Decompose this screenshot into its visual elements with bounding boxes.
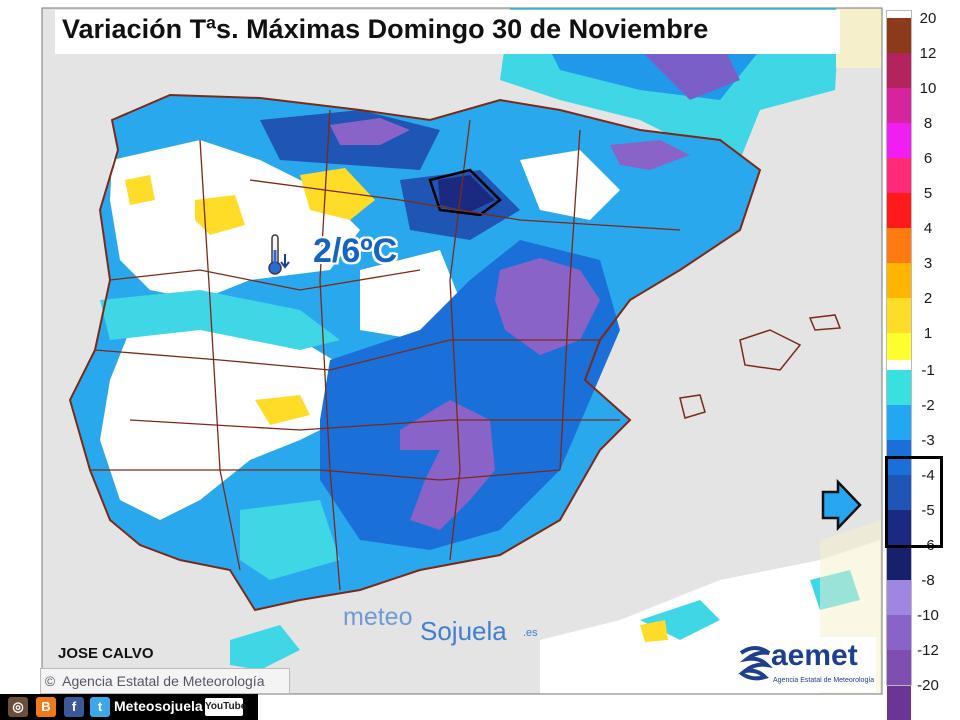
coastline xyxy=(68,93,762,612)
brand-part3: .es xyxy=(523,627,538,639)
legend-label-neg-4: -5 xyxy=(921,502,935,519)
legend-label-neg-2: -3 xyxy=(921,432,935,449)
legend-label-pos-4: 6 xyxy=(923,150,933,167)
twitter-icon[interactable]: t xyxy=(90,697,110,717)
page-title: Variación Tªs. Máximas Domingo 30 de Nov… xyxy=(62,14,709,44)
legend-label-neg-6: -8 xyxy=(921,572,935,589)
legend-label-neg-7: -10 xyxy=(917,607,939,624)
legend-swatch-neg-6 xyxy=(887,580,911,615)
purple-zone-south xyxy=(400,400,495,530)
legend-gap xyxy=(887,360,911,370)
purple-zone-east xyxy=(495,258,600,355)
legend-border xyxy=(886,10,912,686)
legend-label-neg-1: -2 xyxy=(921,397,935,414)
copyright-icon: © xyxy=(44,673,56,689)
legend-label-pos-1: 12 xyxy=(919,45,937,62)
legend-swatch-pos-2 xyxy=(887,88,911,123)
province-borders xyxy=(90,109,681,591)
brand-part1: meteo xyxy=(343,603,413,631)
legend-swatch-pos-4 xyxy=(887,158,911,193)
legend-swatch-pos-7 xyxy=(887,263,911,298)
legend-swatch-pos-5 xyxy=(887,193,911,228)
legend-swatch-neg-1 xyxy=(887,405,911,440)
legend-swatch-neg-5 xyxy=(887,545,911,580)
legend-label-pos-2: 10 xyxy=(919,80,937,97)
temperature-annotation: 2/6ºC xyxy=(313,232,398,270)
youtube-icon[interactable]: YouTube xyxy=(205,698,247,716)
legend-swatch-neg-4 xyxy=(887,510,911,545)
social-bar: ◎ B f t Meteosojuela YouTube xyxy=(0,694,258,720)
legend-highlight-box xyxy=(885,456,943,548)
legend-swatch-pos-6 xyxy=(887,228,911,263)
arrow-right-icon xyxy=(821,478,862,532)
title-background xyxy=(55,10,840,54)
youtube-label: YouTube xyxy=(205,701,247,712)
legend-swatch-neg-8 xyxy=(887,650,911,685)
legend-label-neg-8: -12 xyxy=(917,642,939,659)
aemet-logo: aemet Agencia Estatal de Meteorología xyxy=(733,637,876,692)
copyright-bar: © Agencia Estatal de Meteorología xyxy=(40,668,290,694)
legend-swatch-pos-8 xyxy=(887,298,911,333)
legend-label-neg-0: -1 xyxy=(921,362,935,379)
legend-swatch-neg-3 xyxy=(887,475,911,510)
social-name[interactable]: Meteosojuela xyxy=(114,698,203,714)
legend-swatch-pos-0 xyxy=(887,18,911,53)
legend-swatch-neg-7 xyxy=(887,615,911,650)
legend-label-pos-9: 1 xyxy=(923,325,933,342)
legend-swatch-pos-3 xyxy=(887,123,911,158)
meteosojuela-logo: meteo Sojuela .es xyxy=(343,603,538,646)
copyright-text: Agencia Estatal de Meteorología xyxy=(62,673,265,689)
legend-label-pos-0: 20 xyxy=(919,10,937,27)
legend-label-pos-7: 3 xyxy=(923,255,933,272)
legend-swatch-neg-0 xyxy=(887,370,911,405)
author-label: JOSE CALVO xyxy=(58,645,154,662)
blogger-icon[interactable]: B xyxy=(36,697,56,717)
aemet-swirl-icon xyxy=(737,646,773,681)
legend-label-pos-3: 8 xyxy=(923,115,933,132)
legend-swatch-neg-9 xyxy=(887,685,911,720)
legend-label-pos-5: 5 xyxy=(923,185,933,202)
aemet-subtitle: Agencia Estatal de Meteorología xyxy=(773,677,875,684)
legend-label-neg-9: -20 xyxy=(917,677,939,694)
legend-label-pos-8: 2 xyxy=(923,290,933,307)
legend-label-pos-6: 4 xyxy=(923,220,933,237)
aemet-name: aemet xyxy=(771,639,858,672)
thermometer-icon xyxy=(268,234,290,275)
legend-swatch-pos-1 xyxy=(887,53,911,88)
brand-part2: Sojuela xyxy=(420,616,507,646)
legend-label-neg-3: -4 xyxy=(921,467,935,484)
facebook-icon[interactable]: f xyxy=(64,697,84,717)
instagram-icon[interactable]: ◎ xyxy=(8,697,28,717)
